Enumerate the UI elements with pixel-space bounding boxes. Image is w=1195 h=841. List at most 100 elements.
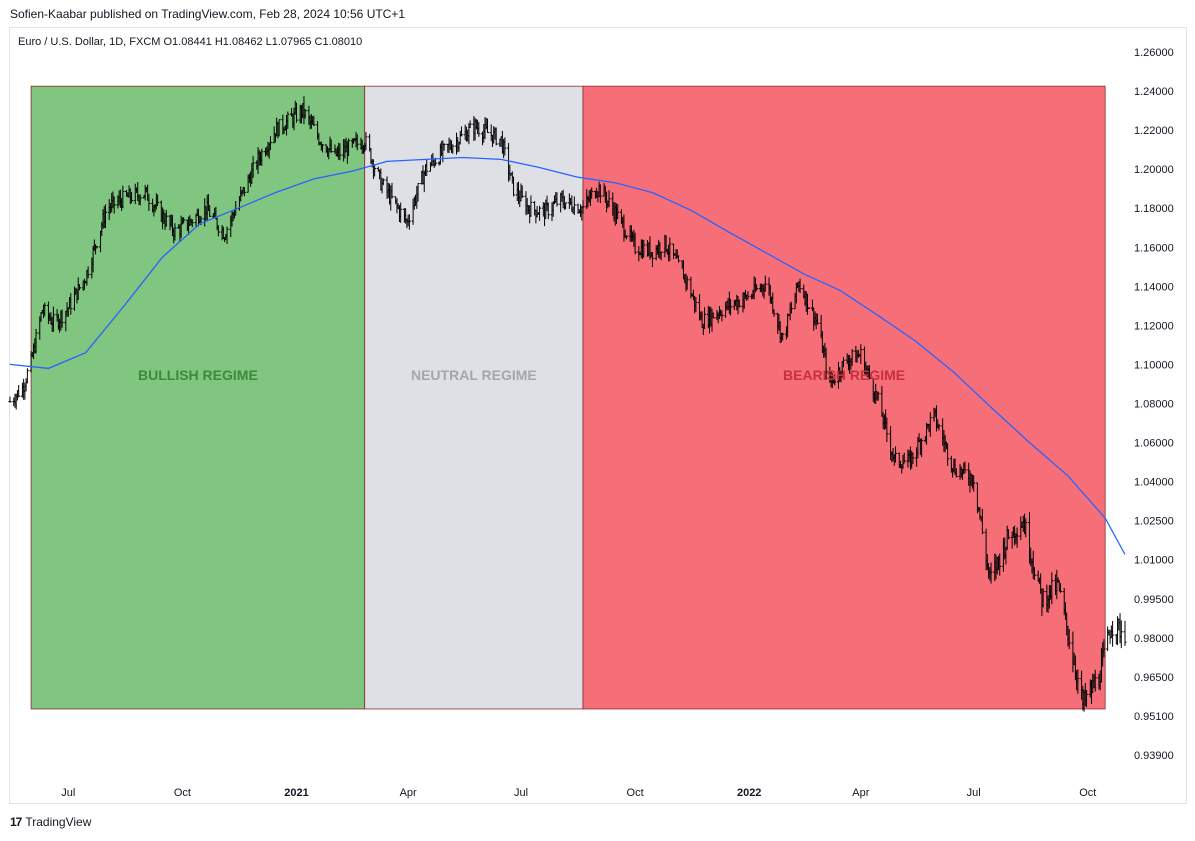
y-tick-label: 1.26000 (1134, 47, 1174, 59)
y-tick-label: 1.24000 (1134, 86, 1174, 98)
price-bar (729, 298, 733, 316)
price-bar (494, 127, 498, 146)
price-bar (520, 185, 524, 199)
price-bar (885, 417, 889, 443)
price-bar (156, 194, 160, 206)
x-tick-label: Oct (1079, 787, 1096, 799)
price-bar (989, 562, 993, 584)
regime-box-1 (364, 85, 584, 710)
y-tick-label: 0.96500 (1134, 672, 1174, 684)
price-bar (841, 357, 845, 368)
price-bar (477, 122, 481, 137)
price-bar (911, 452, 915, 465)
price-bar (51, 306, 55, 332)
price-bar (807, 307, 811, 309)
price-bar (381, 178, 385, 186)
price-bar (512, 176, 516, 197)
price-bar (251, 155, 255, 178)
price-bar (1059, 583, 1063, 593)
price-bar (1093, 669, 1097, 692)
price-bar (286, 111, 290, 129)
price-bar (242, 187, 246, 197)
price-bar (130, 191, 134, 204)
price-bar (1024, 518, 1028, 538)
price-bar (868, 365, 872, 380)
price-bar (928, 412, 932, 437)
price-bar (859, 344, 863, 364)
price-bar (321, 144, 325, 153)
price-bar (34, 328, 38, 354)
footer-branding[interactable]: 17 TradingView (10, 815, 91, 829)
x-tick-label: 2022 (737, 787, 761, 799)
price-bar (703, 307, 707, 329)
price-bar (998, 553, 1002, 576)
price-bar (104, 204, 108, 229)
y-axis[interactable]: 1.26000 1.24000 1.22000 1.20000 1.18000 1.160… (1134, 47, 1174, 762)
price-bar (677, 255, 681, 263)
price-bar (268, 136, 272, 151)
price-bar (190, 219, 194, 228)
price-bar (668, 237, 672, 262)
y-tick-label: 1.02500 (1134, 516, 1174, 528)
price-bar (25, 368, 29, 384)
y-tick-label: 0.95100 (1134, 711, 1174, 723)
price-bar (598, 184, 602, 204)
price-bar (546, 202, 550, 220)
price-bar (277, 119, 281, 137)
price-bar (295, 102, 299, 123)
price-bar (1032, 567, 1036, 580)
published-line: Sofien-Kaabar published on TradingView.c… (10, 7, 406, 21)
price-bar (781, 332, 785, 341)
price-bar (694, 297, 698, 312)
price-bar (407, 214, 411, 230)
price-bar (607, 190, 611, 207)
regime-labels-layer: BULLISH REGIME NEUTRAL REGIME BEARISH REGI… (138, 367, 905, 383)
price-bar (972, 475, 976, 492)
symbol-legend[interactable]: Euro / U.S. Dollar, 1D, FXCM O1.08441 H1… (18, 36, 363, 48)
y-tick-label: 0.99500 (1134, 594, 1174, 606)
price-bar (755, 284, 759, 291)
price-bar (876, 391, 880, 401)
price-bar (182, 217, 186, 224)
price-bar (633, 232, 637, 255)
price-bar (737, 299, 741, 308)
price-bar (260, 148, 264, 166)
chart-frame (9, 27, 1187, 804)
price-bar (590, 187, 594, 199)
price-bar (624, 235, 628, 240)
x-tick-label: 2021 (284, 787, 308, 799)
price-bar (789, 301, 793, 314)
regime-label-0: BULLISH REGIME (138, 367, 258, 383)
price-bar (373, 165, 377, 177)
price-bar (451, 144, 455, 154)
price-bar (1041, 588, 1045, 608)
price-bar (329, 139, 333, 153)
price-bar (486, 118, 490, 134)
price-bar (1119, 620, 1123, 649)
price-bar (850, 349, 854, 366)
price-bar (894, 446, 898, 463)
price-bar (650, 252, 654, 268)
y-tick-label: 1.20000 (1134, 164, 1174, 176)
price-bar (138, 194, 142, 206)
regime-box-2 (582, 85, 1106, 710)
y-tick-label: 1.12000 (1134, 320, 1174, 332)
price-bar (937, 423, 941, 431)
price-bar (685, 275, 689, 290)
moving-average-layer (9, 156, 1126, 555)
price-bar (225, 226, 229, 244)
price-bar (208, 205, 212, 217)
tradingview-brand: TradingView (25, 815, 92, 829)
y-tick-label: 0.93900 (1134, 750, 1174, 762)
price-bar (399, 202, 403, 223)
x-axis[interactable]: Jul Oct 2021 Apr Jul Oct 2022 Apr Jul Oct (61, 787, 1096, 799)
price-bar (963, 461, 967, 474)
price-bar (347, 138, 351, 156)
price-bar (833, 374, 837, 386)
price-bar (763, 275, 767, 292)
price-bar (954, 468, 958, 478)
price-bar (8, 396, 12, 403)
x-tick-label: Apr (400, 787, 417, 799)
price-bar (147, 193, 151, 211)
